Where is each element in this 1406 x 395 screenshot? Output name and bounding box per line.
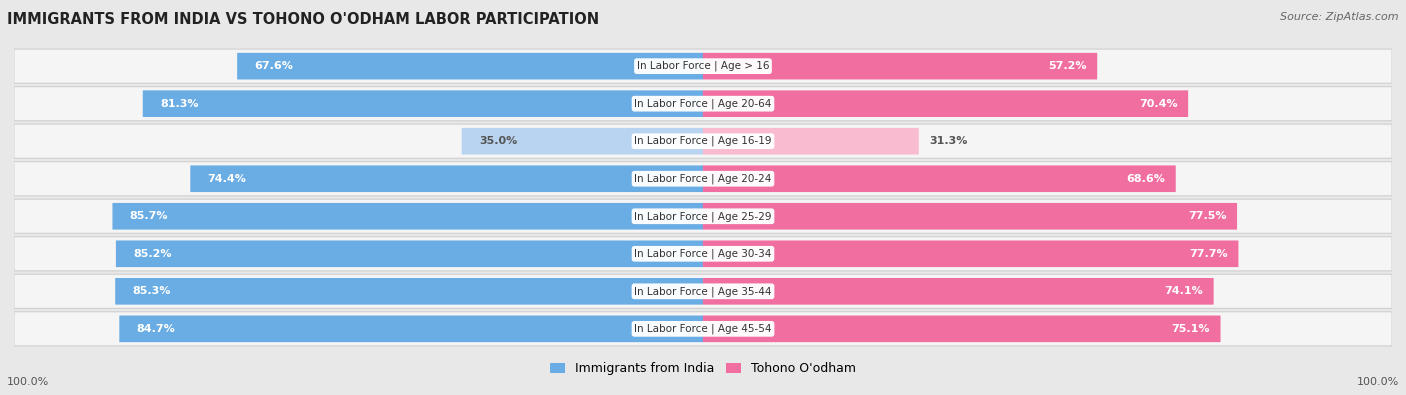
- FancyBboxPatch shape: [115, 278, 703, 305]
- Text: 67.6%: 67.6%: [254, 61, 294, 71]
- FancyBboxPatch shape: [14, 237, 1392, 271]
- FancyBboxPatch shape: [703, 278, 1213, 305]
- Text: Source: ZipAtlas.com: Source: ZipAtlas.com: [1281, 12, 1399, 22]
- Text: 75.1%: 75.1%: [1171, 324, 1211, 334]
- FancyBboxPatch shape: [461, 128, 703, 154]
- Text: 68.6%: 68.6%: [1126, 174, 1166, 184]
- Text: In Labor Force | Age 16-19: In Labor Force | Age 16-19: [634, 136, 772, 147]
- FancyBboxPatch shape: [120, 316, 703, 342]
- Legend: Immigrants from India, Tohono O'odham: Immigrants from India, Tohono O'odham: [544, 357, 862, 380]
- FancyBboxPatch shape: [703, 53, 1097, 79]
- FancyBboxPatch shape: [703, 166, 1175, 192]
- Text: 31.3%: 31.3%: [929, 136, 967, 146]
- Text: 84.7%: 84.7%: [136, 324, 176, 334]
- Text: 74.4%: 74.4%: [208, 174, 246, 184]
- FancyBboxPatch shape: [14, 49, 1392, 83]
- FancyBboxPatch shape: [238, 53, 703, 79]
- FancyBboxPatch shape: [14, 162, 1392, 196]
- Text: 70.4%: 70.4%: [1139, 99, 1178, 109]
- FancyBboxPatch shape: [112, 203, 703, 229]
- FancyBboxPatch shape: [14, 199, 1392, 233]
- Text: 57.2%: 57.2%: [1049, 61, 1087, 71]
- Text: 35.0%: 35.0%: [479, 136, 517, 146]
- Text: 100.0%: 100.0%: [1357, 377, 1399, 387]
- Text: IMMIGRANTS FROM INDIA VS TOHONO O'ODHAM LABOR PARTICIPATION: IMMIGRANTS FROM INDIA VS TOHONO O'ODHAM …: [7, 12, 599, 27]
- Text: 77.7%: 77.7%: [1189, 249, 1227, 259]
- FancyBboxPatch shape: [143, 90, 703, 117]
- Text: 85.3%: 85.3%: [132, 286, 172, 296]
- FancyBboxPatch shape: [703, 316, 1220, 342]
- FancyBboxPatch shape: [703, 241, 1239, 267]
- Text: 85.7%: 85.7%: [129, 211, 169, 221]
- Text: 81.3%: 81.3%: [160, 99, 198, 109]
- Text: In Labor Force | Age 35-44: In Labor Force | Age 35-44: [634, 286, 772, 297]
- FancyBboxPatch shape: [703, 203, 1237, 229]
- FancyBboxPatch shape: [115, 241, 703, 267]
- Text: In Labor Force | Age > 16: In Labor Force | Age > 16: [637, 61, 769, 71]
- Text: 85.2%: 85.2%: [134, 249, 172, 259]
- FancyBboxPatch shape: [703, 128, 918, 154]
- FancyBboxPatch shape: [14, 124, 1392, 158]
- Text: 100.0%: 100.0%: [7, 377, 49, 387]
- Text: 77.5%: 77.5%: [1188, 211, 1226, 221]
- FancyBboxPatch shape: [14, 274, 1392, 308]
- FancyBboxPatch shape: [14, 312, 1392, 346]
- Text: 74.1%: 74.1%: [1164, 286, 1204, 296]
- Text: In Labor Force | Age 25-29: In Labor Force | Age 25-29: [634, 211, 772, 222]
- Text: In Labor Force | Age 20-24: In Labor Force | Age 20-24: [634, 173, 772, 184]
- Text: In Labor Force | Age 45-54: In Labor Force | Age 45-54: [634, 324, 772, 334]
- FancyBboxPatch shape: [190, 166, 703, 192]
- FancyBboxPatch shape: [14, 87, 1392, 121]
- Text: In Labor Force | Age 30-34: In Labor Force | Age 30-34: [634, 248, 772, 259]
- FancyBboxPatch shape: [703, 90, 1188, 117]
- Text: In Labor Force | Age 20-64: In Labor Force | Age 20-64: [634, 98, 772, 109]
